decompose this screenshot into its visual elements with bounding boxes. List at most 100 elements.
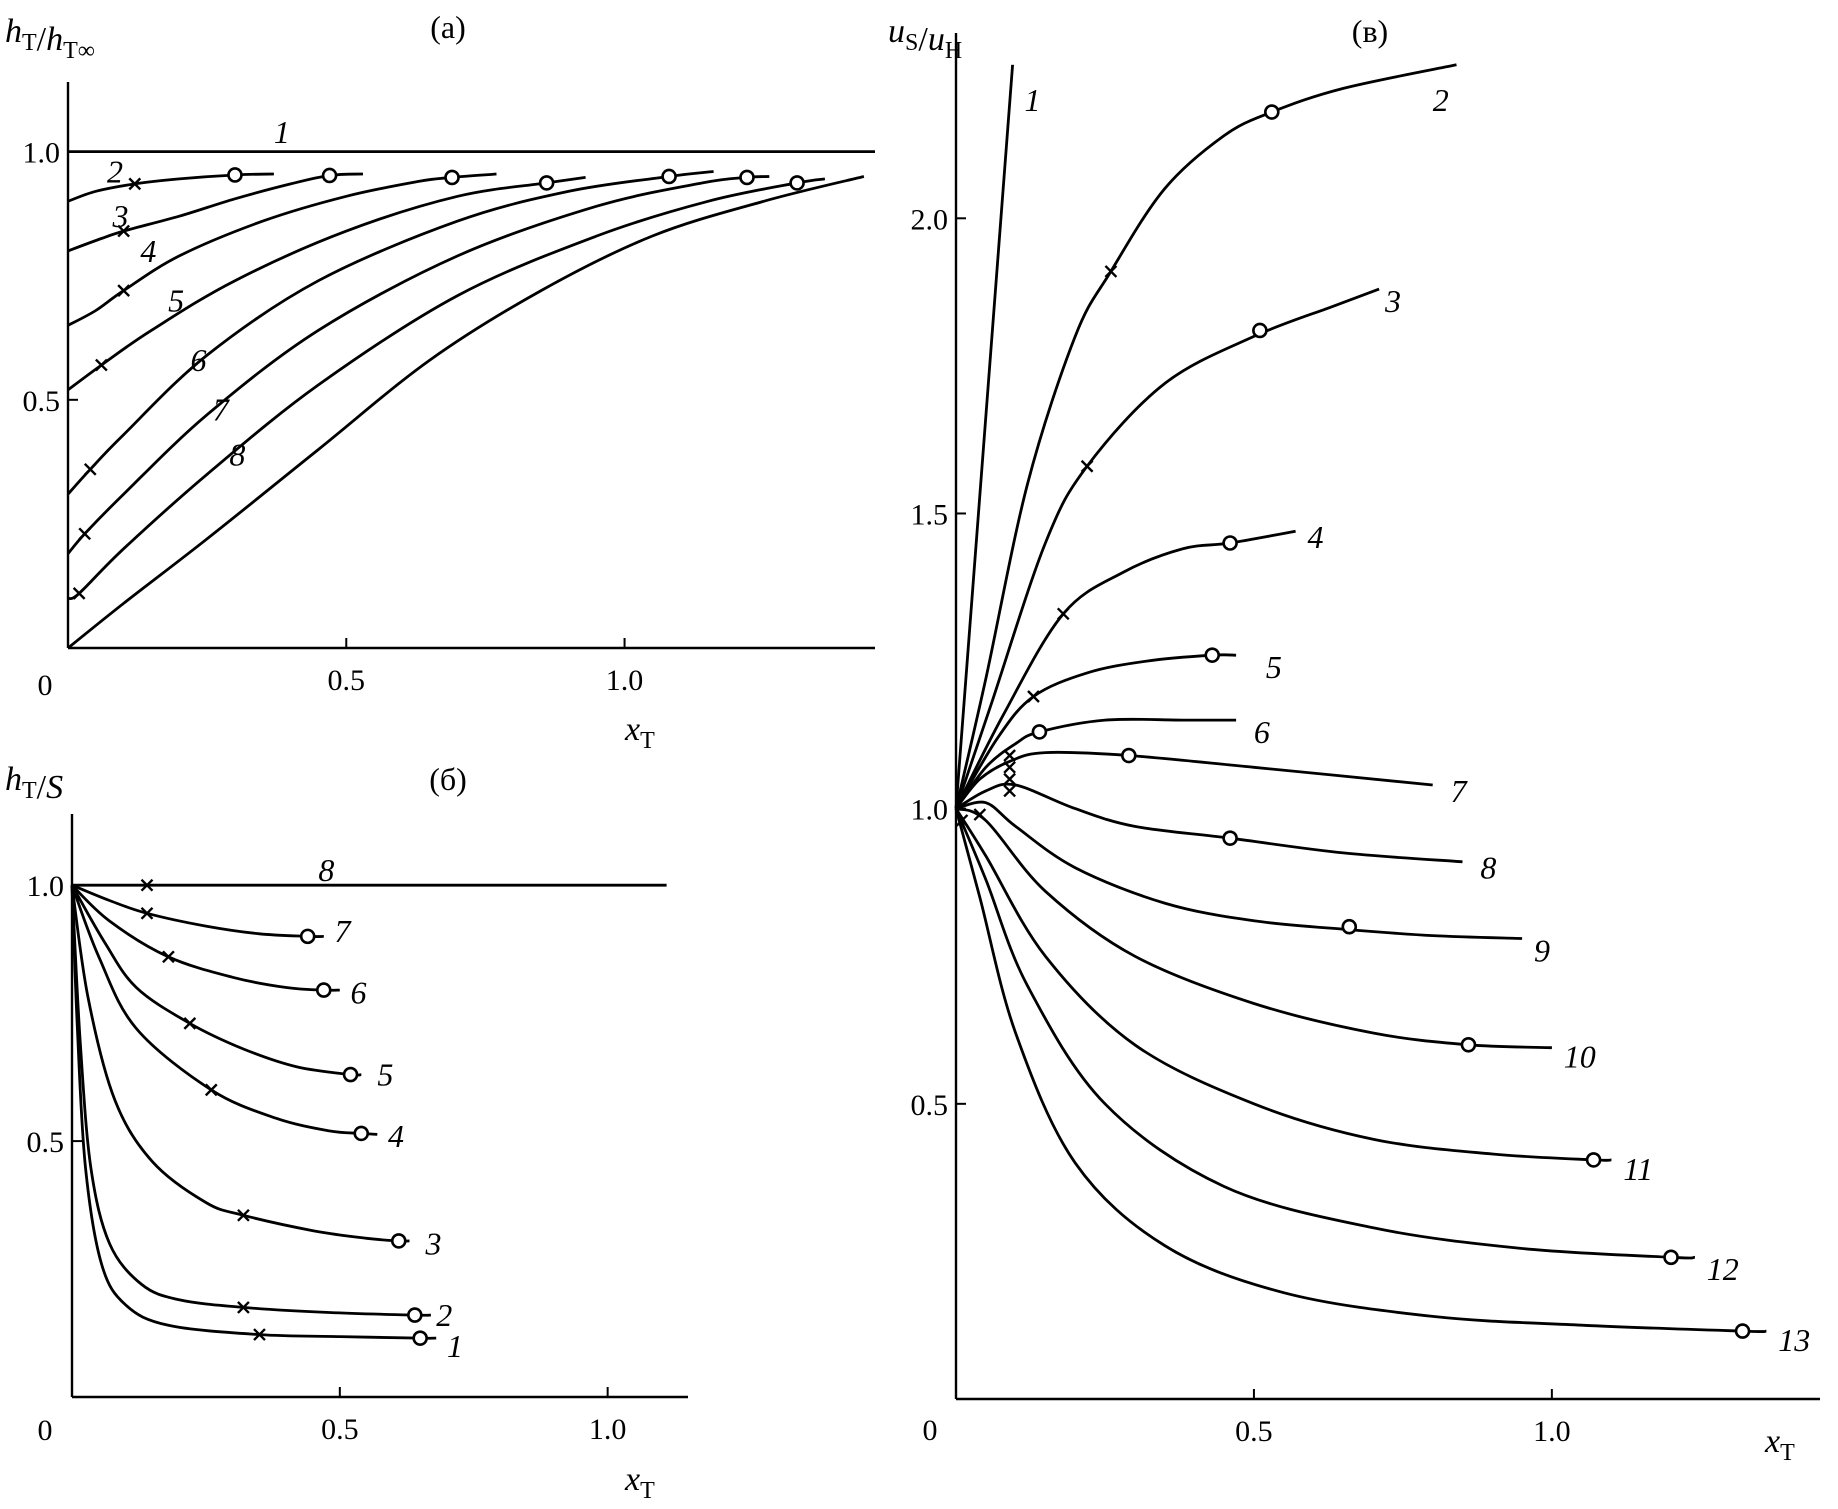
cross-marker bbox=[237, 1208, 250, 1222]
origin-label: 0 bbox=[38, 669, 53, 702]
series-label: 13 bbox=[1778, 1322, 1810, 1358]
circle-marker bbox=[321, 167, 338, 184]
series-label: 5 bbox=[1266, 649, 1282, 685]
series-curve-1 bbox=[70, 885, 437, 1340]
series-curve-2 bbox=[70, 885, 431, 1317]
circle-marker bbox=[444, 169, 460, 186]
cross-marker bbox=[955, 814, 969, 827]
series-curve-12 bbox=[954, 808, 1695, 1260]
y-tick-label: 0.5 bbox=[27, 1126, 65, 1159]
circle-marker bbox=[1031, 724, 1048, 740]
y-tick-label: 0.5 bbox=[23, 385, 61, 418]
series-curve-7 bbox=[954, 750, 1433, 810]
series-label: 7 bbox=[334, 913, 352, 949]
x-tick-label: 1.0 bbox=[1533, 1415, 1571, 1448]
y-tick-label: 1.0 bbox=[911, 794, 949, 827]
cross-marker bbox=[253, 1328, 266, 1341]
cross-marker bbox=[1003, 760, 1016, 774]
circle-marker bbox=[789, 175, 805, 191]
chart-panel-b: 0.5 1.0 0.5 1.0 0 hT/S xT (б) 87 6 5 4 3 21 bbox=[5, 761, 688, 1504]
cross-marker bbox=[1003, 772, 1016, 786]
circle-marker bbox=[1222, 830, 1238, 846]
x-axis-label: xT bbox=[1764, 1423, 1795, 1466]
y-axis-label: uS/uH bbox=[888, 13, 962, 64]
series-label: 3 bbox=[112, 198, 129, 234]
cross-marker bbox=[973, 808, 987, 821]
series-curve-7 bbox=[71, 883, 324, 938]
circle-marker bbox=[227, 167, 243, 183]
series-label: 6 bbox=[351, 975, 367, 1011]
series-curve-4 bbox=[67, 172, 497, 327]
series-curve-6 bbox=[66, 170, 714, 496]
cross-marker bbox=[1027, 690, 1040, 703]
series-label: 7 bbox=[213, 392, 231, 428]
circle-marker bbox=[412, 1330, 428, 1346]
series-curve-7 bbox=[66, 175, 770, 555]
circle-marker bbox=[1264, 104, 1280, 120]
cross-marker bbox=[1056, 607, 1070, 621]
series-label: 6 bbox=[190, 342, 206, 378]
series-label: 12 bbox=[1707, 1251, 1739, 1287]
cross-marker bbox=[117, 224, 131, 238]
y-axis-label: hT/S bbox=[5, 761, 63, 806]
x-tick-label: 0.5 bbox=[321, 1413, 359, 1446]
cross-marker bbox=[72, 587, 86, 600]
series-label: 4 bbox=[388, 1118, 404, 1154]
series-label: 9 bbox=[1534, 932, 1550, 968]
circle-marker bbox=[1252, 322, 1268, 339]
circle-marker bbox=[661, 168, 677, 185]
circle-marker bbox=[1585, 1152, 1602, 1168]
cross-marker bbox=[78, 527, 92, 541]
series-label: 8 bbox=[318, 852, 334, 888]
cross-marker bbox=[1104, 265, 1118, 278]
series-curve-5 bbox=[70, 884, 362, 1077]
series-label: 3 bbox=[425, 1225, 442, 1261]
circle-marker bbox=[390, 1233, 407, 1249]
circle-marker bbox=[538, 175, 555, 191]
y-tick-label: 1.0 bbox=[23, 137, 61, 170]
series-curve-4 bbox=[70, 884, 378, 1136]
circle-marker bbox=[342, 1066, 359, 1083]
series-curve-8 bbox=[955, 782, 1463, 864]
series-curve-10 bbox=[955, 807, 1552, 1050]
y-tick-label: 0.5 bbox=[911, 1089, 949, 1122]
series-curve-3 bbox=[954, 287, 1380, 810]
series-curve-13 bbox=[954, 808, 1767, 1333]
y-tick-label: 1.5 bbox=[911, 498, 949, 531]
series-label: 8 bbox=[1480, 850, 1496, 886]
series-curve-9 bbox=[955, 800, 1523, 940]
cross-marker bbox=[128, 177, 142, 191]
series-label: 1 bbox=[274, 114, 290, 150]
circle-marker bbox=[315, 982, 332, 998]
cross-marker bbox=[162, 950, 175, 964]
origin-label: 0 bbox=[38, 1414, 53, 1447]
series-curve-unlabeled bbox=[67, 175, 865, 650]
series-label: 5 bbox=[168, 283, 184, 319]
series-label: 1 bbox=[447, 1328, 463, 1364]
series-curve-5 bbox=[67, 176, 586, 392]
panel-label: (a) bbox=[430, 9, 466, 45]
circle-marker bbox=[353, 1125, 370, 1142]
series-label: 2 bbox=[436, 1297, 452, 1333]
circle-marker bbox=[1204, 647, 1221, 663]
cross-marker bbox=[204, 1083, 218, 1097]
y-axis-label: hT/hT∞ bbox=[5, 13, 95, 64]
series-curve-3 bbox=[70, 885, 410, 1243]
series-curve-11 bbox=[954, 807, 1612, 1162]
cross-marker bbox=[183, 1017, 197, 1030]
circle-marker bbox=[739, 169, 755, 186]
series-label: 10 bbox=[1564, 1039, 1596, 1075]
x-axis-label: xT bbox=[624, 1461, 655, 1504]
cross-marker bbox=[237, 1301, 250, 1314]
series-label: 7 bbox=[1451, 773, 1469, 809]
series-label: 2 bbox=[1433, 82, 1449, 118]
cross-marker bbox=[117, 284, 131, 297]
y-tick-label: 1.0 bbox=[27, 870, 65, 903]
cross-marker bbox=[1080, 459, 1094, 473]
cross-marker bbox=[140, 878, 154, 892]
cross-marker bbox=[1003, 784, 1016, 798]
x-axis-label: xT bbox=[624, 711, 655, 754]
